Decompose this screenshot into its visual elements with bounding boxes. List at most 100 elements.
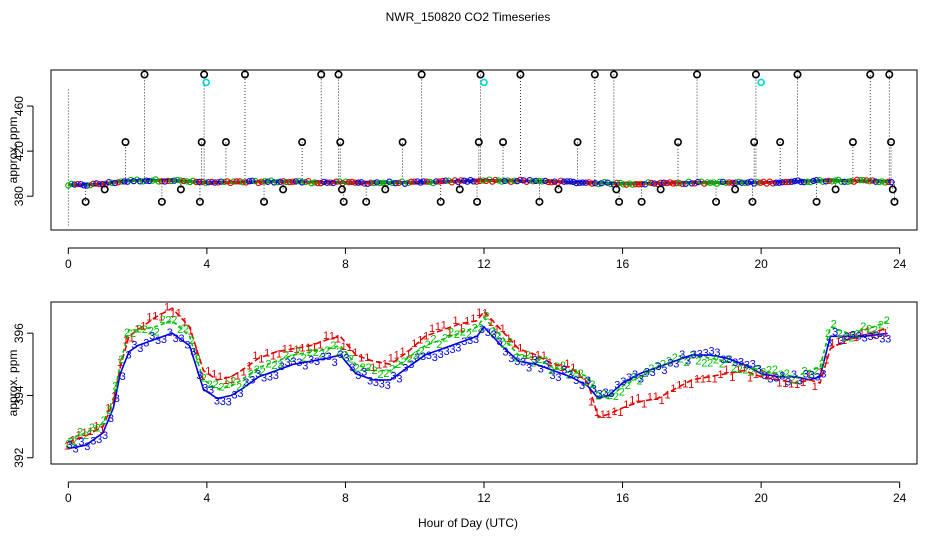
series-2-marker: 2 (754, 363, 760, 375)
baseline-point (666, 179, 674, 186)
series-3-marker: 3 (179, 333, 185, 345)
spike-point (712, 197, 721, 206)
top-y-axis-label: approx. ppm (6, 117, 20, 184)
series-1-marker: 1 (123, 334, 129, 346)
series-3-marker: 3 (862, 333, 868, 345)
series-3-marker: 3 (149, 331, 155, 343)
baseline-point (872, 178, 879, 185)
series-2-marker: 2 (236, 382, 242, 394)
series-2-marker: 2 (813, 366, 819, 378)
series-1-marker: 1 (706, 373, 712, 385)
baseline-point (857, 176, 864, 184)
baseline-point (314, 179, 321, 187)
spike-point (337, 185, 346, 194)
series-1-marker: 1 (824, 355, 830, 367)
series-2-marker: 2 (642, 368, 648, 380)
series-1-marker: 1 (594, 407, 600, 419)
series-1-marker: 1 (152, 310, 158, 322)
series-3-marker: 3 (285, 357, 291, 369)
spike-point (776, 138, 785, 147)
series-2-marker: 2 (884, 315, 890, 327)
baseline-point (679, 180, 686, 188)
baseline-point (180, 177, 187, 185)
baseline-point (844, 178, 851, 185)
series-3-marker: 3 (879, 333, 885, 345)
series-1-marker: 1 (140, 321, 146, 333)
series-3-marker: 3 (532, 355, 538, 367)
series-2-marker: 2 (801, 365, 807, 377)
series-1-line (68, 307, 888, 443)
series-3-marker: 3 (561, 365, 567, 377)
spike-point (673, 138, 682, 147)
baseline-point (211, 179, 218, 186)
series-2-marker: 2 (548, 365, 554, 377)
baseline-point (171, 177, 178, 184)
series-3-marker: 3 (78, 436, 84, 448)
series-2-marker: 2 (366, 362, 372, 374)
baseline-point (641, 181, 649, 188)
spike-point (615, 197, 624, 206)
baseline-point (526, 177, 533, 184)
series-3-marker: 3 (726, 354, 732, 366)
baseline-point (794, 177, 801, 184)
series-3-marker: 3 (679, 349, 685, 361)
series-3-marker: 3 (326, 351, 332, 363)
baseline-point (816, 177, 823, 184)
series-2-marker: 2 (619, 387, 625, 399)
series-2-marker: 2 (130, 328, 136, 340)
series-2-marker: 2 (307, 347, 313, 359)
series-1-marker: 1 (87, 426, 93, 438)
series-1-marker: 1 (341, 341, 347, 353)
baseline-point (214, 179, 222, 186)
spike-point (157, 197, 166, 206)
series-2-marker: 2 (124, 327, 130, 339)
series-2-marker: 2 (318, 349, 324, 361)
baseline-point (93, 180, 100, 187)
series-3-marker: 3 (785, 377, 791, 389)
series-1-marker: 1 (641, 398, 647, 410)
series-2-marker: 2 (277, 359, 283, 371)
series-3-marker: 3 (661, 365, 667, 377)
spike-point (751, 70, 760, 79)
series-2-marker: 2 (854, 329, 860, 341)
spike-point (812, 197, 821, 206)
series-2-marker: 2 (466, 329, 472, 341)
baseline-point (588, 180, 596, 187)
baseline-point (623, 181, 630, 188)
series-3-marker: 3 (279, 361, 285, 373)
spike-point (317, 70, 326, 79)
baseline-point (688, 180, 695, 187)
baseline-point (791, 178, 798, 185)
series-2-marker: 2 (118, 354, 124, 366)
bottom-x-tick-label: 4 (204, 491, 211, 505)
series-3-marker: 3 (449, 344, 455, 356)
series-3-marker: 3 (208, 385, 214, 397)
top-x-tick-label: 16 (616, 257, 630, 271)
series-3-marker: 3 (691, 349, 697, 361)
baseline-point (741, 179, 748, 186)
series-3-marker: 3 (267, 372, 273, 384)
series-2-marker: 2 (583, 376, 589, 388)
baseline-point (461, 177, 468, 184)
spike-point (279, 185, 288, 194)
baseline-point (199, 178, 206, 186)
series-1-marker: 1 (753, 369, 759, 381)
baseline-point (133, 176, 141, 183)
series-3-marker: 3 (455, 343, 461, 355)
series-1-marker: 1 (812, 381, 818, 393)
series-2-marker: 2 (95, 423, 101, 435)
baseline-point (754, 179, 761, 186)
series-1-marker: 1 (464, 315, 470, 327)
series-2-marker: 2 (695, 355, 701, 367)
series-3-marker: 3 (420, 351, 426, 363)
series-1-marker: 1 (223, 375, 229, 387)
series-1-marker: 1 (718, 369, 724, 381)
baseline-point (351, 179, 359, 186)
baseline-point (620, 181, 627, 188)
series-2-marker: 2 (483, 311, 489, 323)
baseline-point (286, 178, 293, 186)
baseline-point (772, 179, 780, 186)
series-2-marker: 2 (766, 364, 772, 376)
baseline-point (663, 179, 671, 187)
series-1-marker: 1 (246, 360, 252, 372)
